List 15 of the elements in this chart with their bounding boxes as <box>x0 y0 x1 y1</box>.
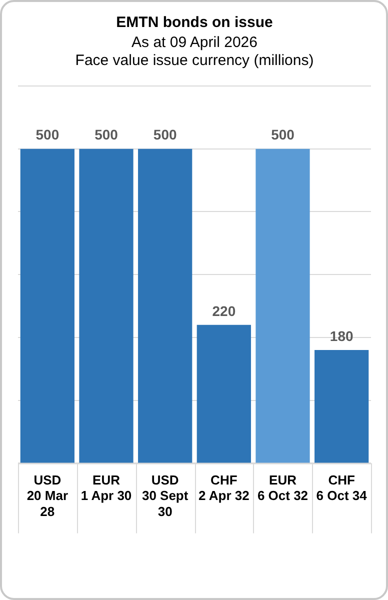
x-tick-label: EUR 6 Oct 32 <box>257 472 308 504</box>
x-tick-label: CHF 2 Apr 32 <box>198 472 250 504</box>
data-label: 500 <box>271 126 295 143</box>
data-label: 500 <box>94 126 118 143</box>
chart-title: EMTN bonds on issue <box>116 14 273 32</box>
data-label: 180 <box>330 328 354 344</box>
data-label: 500 <box>36 126 60 143</box>
y-axis-title: Face value issue currency (millions) <box>75 52 314 70</box>
x-tick-label: EUR 1 Apr 30 <box>80 472 132 504</box>
data-label: 500 <box>153 126 177 143</box>
x-tick-label: CHF 6 Oct 34 <box>316 472 368 504</box>
data-label: 220 <box>212 302 236 319</box>
x-tick-label: USD 30 Sept 30 <box>142 472 189 519</box>
x-tick-label: USD 20 Mar 28 <box>26 472 68 519</box>
chart-subtitle: As at 09 April 2026 <box>132 34 258 52</box>
